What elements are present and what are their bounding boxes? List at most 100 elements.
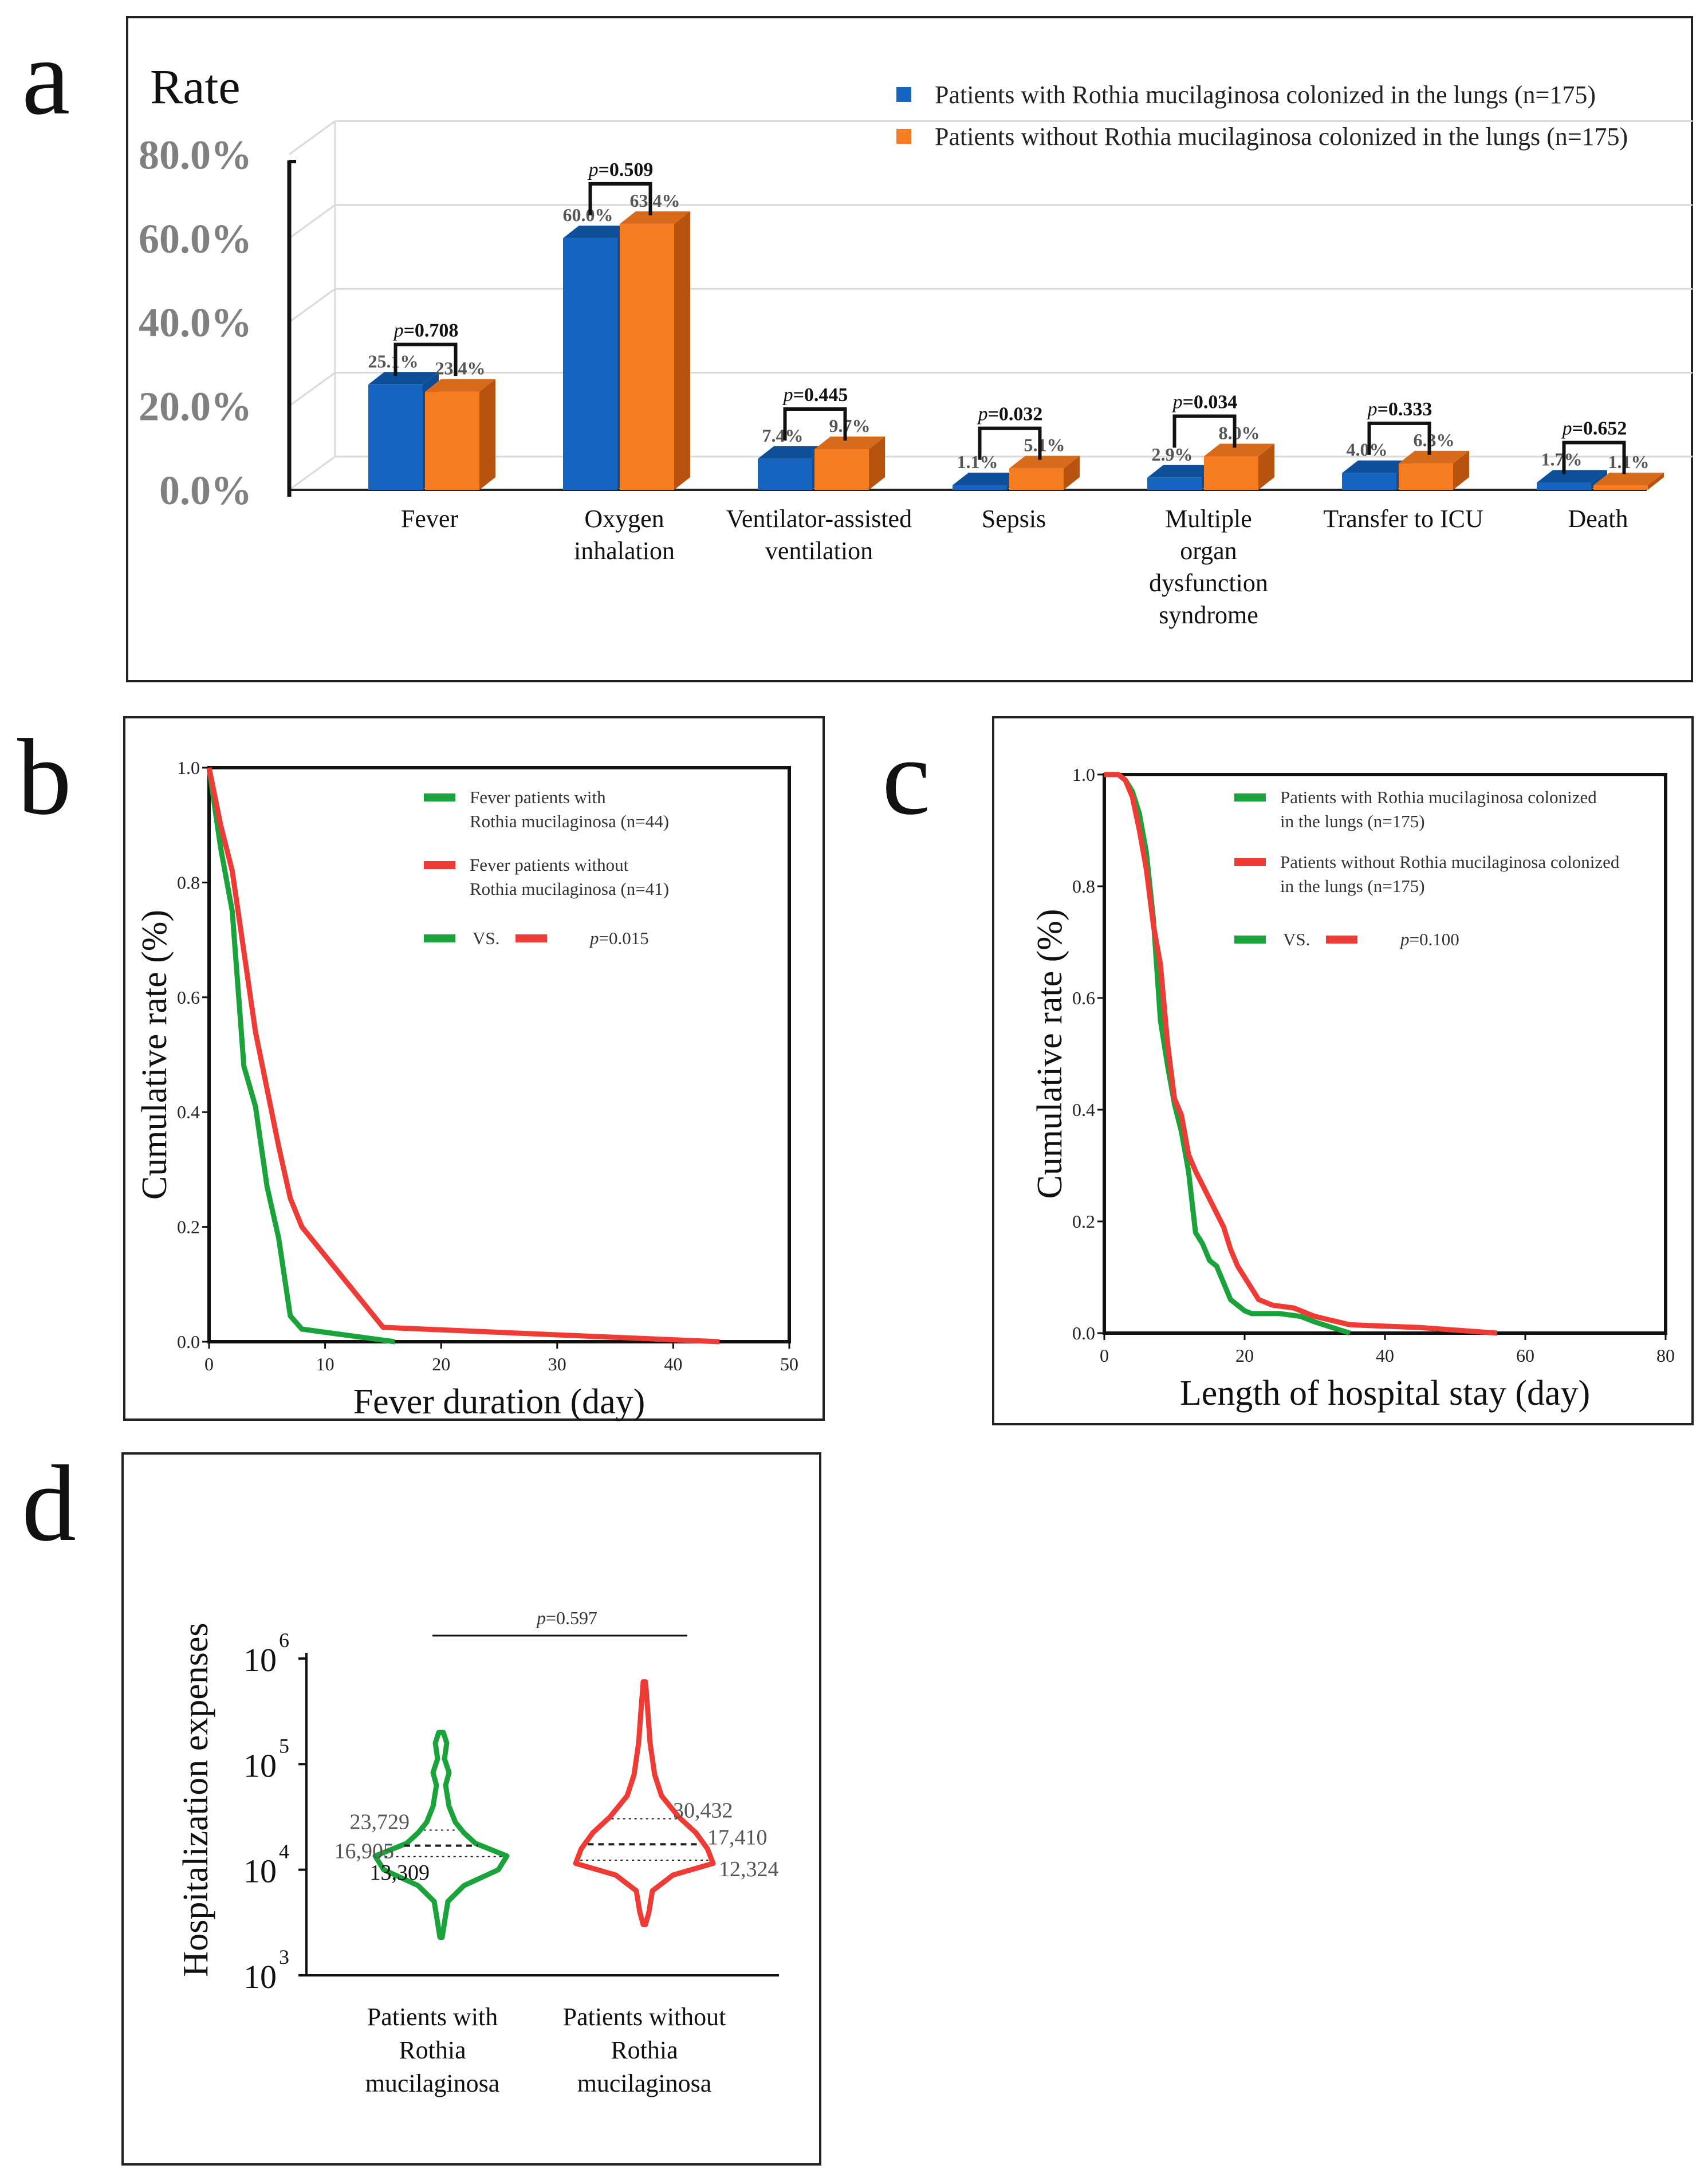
- gridline-perspective: [289, 455, 336, 491]
- y-tick-label: 0.8: [1072, 876, 1095, 897]
- fever-duration-chart: 0 10 20 30 40 50 0.0 0.2 0.4 0.6 0.8 1.0 Fever durat…: [135, 757, 798, 1421]
- x-category-label: Oxygen: [584, 505, 664, 533]
- bar-with-colonization: [1342, 473, 1396, 490]
- y-tick-label: 0.0%: [159, 467, 252, 513]
- y-tick-label: 20.0%: [139, 384, 252, 430]
- p-value-label: p=0.652: [1561, 418, 1627, 439]
- y-tick-label: 0.0: [177, 1331, 200, 1352]
- x-group-label: Patients with: [367, 2003, 498, 2031]
- y-tick-label: 0.6: [177, 987, 200, 1008]
- gridline-perspective: [289, 204, 336, 239]
- y-tick-label: 0.2: [177, 1217, 200, 1237]
- bar-with-colonization: [758, 458, 812, 490]
- bar-top: [1147, 465, 1218, 478]
- x-tick-label: 20: [1235, 1345, 1254, 1366]
- p-value-label: p=0.597: [536, 1608, 597, 1628]
- panel-b-frame: [123, 716, 825, 1421]
- legend-label: Patients with Rothia mucilaginosa coloni…: [1280, 787, 1597, 807]
- legend-swatch: [896, 129, 911, 144]
- x-category-label: Death: [1568, 505, 1628, 533]
- bar-value-label: 60.0%: [563, 205, 613, 225]
- y-tick-label: 10: [243, 1641, 277, 1679]
- x-tick-label: 80: [1656, 1345, 1675, 1366]
- y-tick-label: 60.0%: [139, 216, 252, 262]
- x-tick-label: 30: [548, 1354, 566, 1374]
- series-line-with: [206, 767, 395, 1345]
- quartile-label-median: 17,410: [707, 1825, 768, 1849]
- panel-d-frame: [121, 1452, 821, 2166]
- x-tick-label: 10: [316, 1354, 334, 1374]
- bar-top: [1399, 450, 1469, 463]
- y-tick-label: 10: [243, 1747, 277, 1784]
- y-tick-label: 80.0%: [139, 132, 252, 178]
- bar-top: [1204, 443, 1274, 457]
- x-category-label: Fever: [401, 505, 459, 533]
- bar-with-colonization: [368, 384, 423, 490]
- y-tick-exponent: 4: [279, 1840, 289, 1863]
- panel-c-frame: [992, 716, 1694, 1425]
- bar-value-label: 1.7%: [1541, 449, 1583, 470]
- bar-top: [953, 472, 1023, 485]
- panel-label-b: b: [17, 717, 72, 838]
- legend-label: Rothia mucilaginosa (n=41): [470, 879, 669, 899]
- bar-side: [1453, 450, 1469, 490]
- bar-with-colonization: [953, 485, 1007, 490]
- y-tick-label: 1.0: [1072, 764, 1095, 785]
- y-tick-label: 0.8: [177, 872, 200, 893]
- violin-with: [372, 1730, 510, 1940]
- p-value-bracket: [1367, 421, 1431, 455]
- x-category-label: organ: [1180, 537, 1237, 565]
- bar-value-label: 23.4%: [435, 358, 486, 379]
- y-tick-label: 0.2: [1072, 1211, 1095, 1232]
- y-axis-title: Cumulative rate (%): [1030, 909, 1069, 1198]
- p-value-label: p=0.015: [589, 928, 649, 948]
- bar-without-colonization: [1399, 463, 1453, 490]
- bar-without-colonization: [1204, 456, 1258, 490]
- bar-side: [1064, 455, 1080, 490]
- p-value-bracket: [783, 407, 847, 441]
- gridline-perspective: [289, 372, 336, 407]
- bar-top: [1537, 470, 1607, 483]
- quartile-label-median: 16,905: [334, 1840, 395, 1864]
- bar-with-colonization: [563, 238, 617, 490]
- quartile-label-q1: 13,309: [370, 1861, 430, 1885]
- quartile-label-q3: 23,729: [350, 1810, 410, 1834]
- y-tick-label: 0.6: [1072, 988, 1095, 1008]
- bar-top: [620, 211, 690, 224]
- x-tick-label: 20: [432, 1354, 450, 1374]
- gridline-perspective: [289, 288, 336, 323]
- violin-without: [573, 1679, 716, 1927]
- bar-without-colonization: [1593, 485, 1648, 490]
- y-tick-label: 1.0: [177, 757, 200, 778]
- bar-top: [425, 379, 495, 392]
- bar-top: [758, 446, 828, 459]
- x-axis-title: Fever duration (day): [353, 1382, 646, 1421]
- bar-without-colonization: [425, 391, 479, 490]
- x-category-label: ventilation: [765, 537, 873, 565]
- x-category-label: Ventilator-assisted: [726, 505, 912, 533]
- panel-label-d: d: [22, 1444, 76, 1564]
- bar-value-label: 1.1%: [1608, 451, 1650, 472]
- bar-value-label: 1.1%: [957, 451, 998, 472]
- bar-value-label: 8.0%: [1219, 422, 1260, 443]
- y-axis-title: Hospitalization expenses: [176, 1622, 215, 1976]
- p-value-label: p=0.445: [782, 384, 848, 406]
- y-tick-exponent: 6: [279, 1629, 289, 1652]
- x-group-label: Rothia: [399, 2036, 466, 2064]
- x-category-label: dysfunction: [1149, 569, 1268, 597]
- p-value-label: p=0.333: [1367, 399, 1432, 420]
- y-tick-label: 0.4: [177, 1102, 200, 1122]
- p-value-bracket: [588, 182, 652, 215]
- bar-top: [1342, 460, 1412, 473]
- bar-top: [814, 436, 885, 449]
- legend-label: in the lungs (n=175): [1280, 811, 1425, 831]
- x-category-label: Multiple: [1165, 505, 1252, 533]
- bar-side: [1258, 443, 1274, 490]
- quartile-label-q1: 12,324: [719, 1857, 779, 1881]
- legend-label: Fever patients with: [470, 787, 606, 807]
- legend-label: Patients with Rothia mucilaginosa coloni…: [935, 81, 1596, 109]
- x-tick-label: 60: [1516, 1345, 1534, 1366]
- y-tick-label: 40.0%: [139, 300, 252, 345]
- hospital-stay-chart: 0 20 40 60 80 0.0 0.2 0.4 0.6 0.8 1.0 Length of hos…: [1030, 764, 1675, 1413]
